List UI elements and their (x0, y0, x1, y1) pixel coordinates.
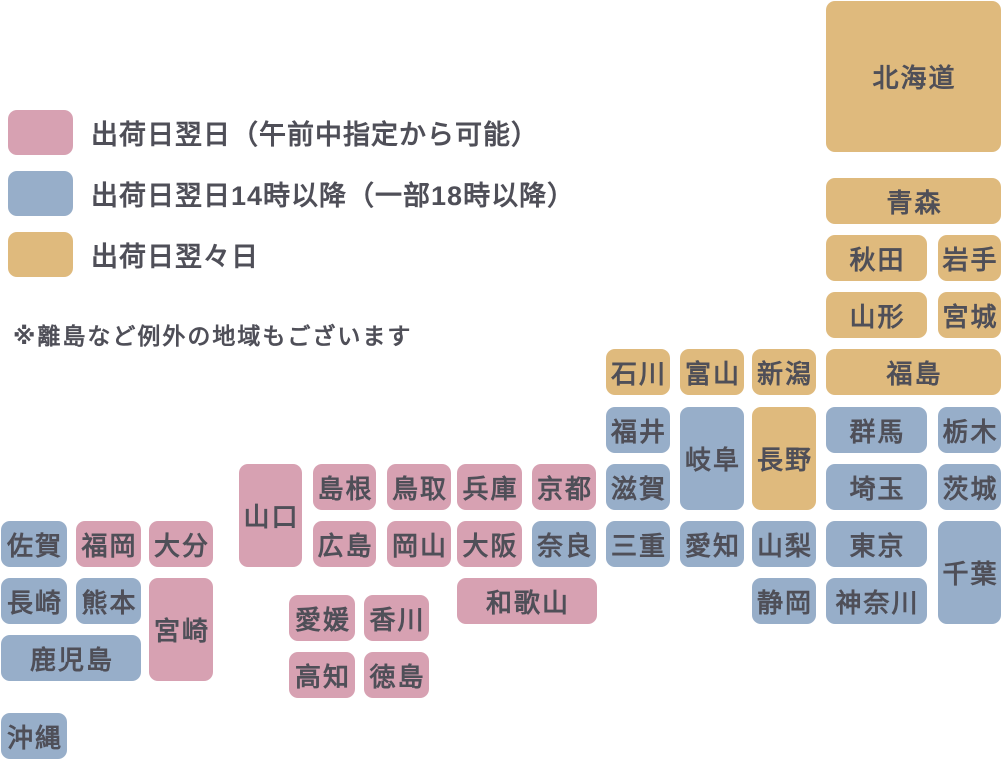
prefecture-tile-fukui: 福井 (606, 407, 670, 453)
prefecture-tile-gunma: 群馬 (826, 407, 927, 453)
prefecture-tile-kyoto: 京都 (532, 464, 596, 510)
prefecture-tile-aichi: 愛知 (680, 521, 744, 567)
legend-swatch-blue (8, 171, 73, 216)
prefecture-tile-fukushima: 福島 (826, 349, 1001, 395)
prefecture-tile-miyagi: 宮城 (938, 292, 1001, 338)
prefecture-tile-oita: 大分 (149, 521, 213, 567)
prefecture-tile-shimane: 島根 (313, 464, 376, 510)
prefecture-tile-tokushima: 徳島 (364, 652, 429, 698)
prefecture-tile-wakayama: 和歌山 (457, 578, 597, 624)
prefecture-tile-hokkaido: 北海道 (826, 1, 1001, 152)
prefecture-tile-gifu: 岐阜 (680, 407, 744, 510)
prefecture-tile-kanagawa: 神奈川 (826, 578, 927, 624)
prefecture-tile-nagano: 長野 (752, 407, 816, 510)
prefecture-tile-yamagata: 山形 (826, 292, 927, 338)
legend-swatch-tan (8, 232, 73, 277)
prefecture-tile-ibaraki: 茨城 (938, 464, 1001, 510)
prefecture-tile-shizuoka: 静岡 (752, 578, 816, 624)
prefecture-tile-ehime: 愛媛 (289, 595, 355, 641)
legend-item-next-day-after-14: 出荷日翌日14時以降（一部18時以降） (8, 171, 575, 216)
prefecture-tile-shiga: 滋賀 (606, 464, 670, 510)
prefecture-tile-niigata: 新潟 (752, 349, 816, 395)
prefecture-tile-hiroshima: 広島 (313, 521, 376, 567)
prefecture-tile-nara: 奈良 (532, 521, 596, 567)
prefecture-tile-aomori: 青森 (826, 178, 1001, 224)
prefecture-tile-miyazaki: 宮崎 (149, 578, 213, 681)
prefecture-tile-akita: 秋田 (826, 235, 927, 281)
prefecture-tile-nagasaki: 長崎 (1, 578, 67, 624)
prefecture-tile-tochigi: 栃木 (938, 407, 1001, 453)
prefecture-tile-fukuoka: 福岡 (76, 521, 141, 567)
prefecture-tile-osaka: 大阪 (457, 521, 522, 567)
legend-item-two-days-later: 出荷日翌々日 (8, 232, 259, 277)
prefecture-tile-kumamoto: 熊本 (76, 578, 141, 624)
prefecture-tile-saitama: 埼玉 (826, 464, 927, 510)
prefecture-tile-kochi: 高知 (289, 652, 355, 698)
legend-label-next-day-after-14: 出荷日翌日14時以降（一部18時以降） (91, 181, 576, 211)
prefecture-tile-saga: 佐賀 (1, 521, 67, 567)
prefecture-tile-mie: 三重 (606, 521, 670, 567)
prefecture-tile-okayama: 岡山 (387, 521, 451, 567)
prefecture-tile-yamanashi: 山梨 (752, 521, 816, 567)
prefecture-tile-chiba: 千葉 (938, 521, 1001, 624)
legend-item-next-day-morning: 出荷日翌日（午前中指定から可能） (8, 110, 539, 155)
prefecture-tile-iwate: 岩手 (938, 235, 1001, 281)
prefecture-tile-kagoshima: 鹿児島 (1, 635, 141, 681)
prefecture-tile-yamaguchi: 山口 (239, 464, 302, 567)
prefecture-tile-kagawa: 香川 (364, 595, 429, 641)
prefecture-tile-tokyo: 東京 (826, 521, 927, 567)
remote-islands-note: ※離島など例外の地域もございます (13, 323, 413, 349)
legend-label-two-days-later: 出荷日翌々日 (91, 242, 259, 272)
prefecture-tile-ishikawa: 石川 (606, 349, 670, 395)
legend-label-next-day-morning: 出荷日翌日（午前中指定から可能） (91, 120, 539, 150)
prefecture-tile-okinawa: 沖縄 (1, 713, 67, 759)
prefecture-tile-tottori: 鳥取 (387, 464, 451, 510)
legend-swatch-pink (8, 110, 73, 155)
prefecture-tile-toyama: 富山 (680, 349, 744, 395)
prefecture-tile-hyogo: 兵庫 (457, 464, 522, 510)
